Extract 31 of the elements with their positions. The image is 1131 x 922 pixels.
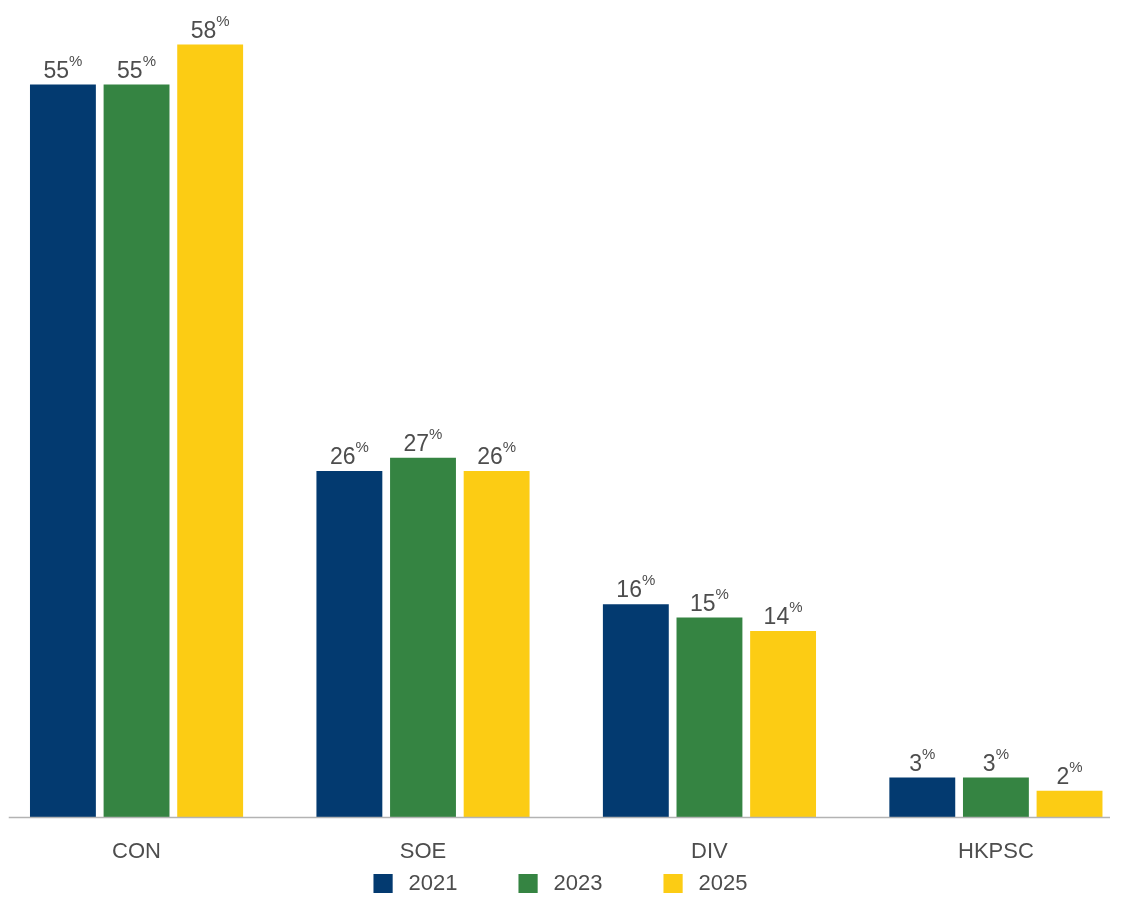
data-label: 14%	[763, 597, 803, 629]
bar	[676, 617, 743, 818]
data-label: 3%	[982, 744, 1009, 776]
bar	[177, 44, 244, 818]
bar	[316, 471, 383, 818]
bar	[29, 84, 96, 818]
data-label: 27%	[403, 424, 443, 456]
data-label: 55%	[117, 51, 156, 83]
legend-label: 2023	[553, 870, 603, 896]
data-label: 58%	[190, 11, 230, 43]
bar	[889, 777, 956, 818]
data-label: 3%	[909, 744, 936, 776]
data-label: 2%	[1056, 757, 1083, 789]
bar	[463, 471, 530, 818]
bar	[962, 777, 1029, 818]
x-tick-label: SOE	[399, 837, 447, 863]
legend-label: 2021	[408, 870, 458, 896]
bar	[750, 630, 817, 818]
data-label: 16%	[616, 571, 656, 603]
x-tick-label: CON	[112, 837, 161, 863]
x-tick-label: HKPSC	[958, 837, 1034, 863]
data-label: 26%	[477, 438, 517, 470]
data-label: 55%	[43, 51, 83, 83]
bar	[1036, 790, 1103, 818]
bar	[103, 84, 170, 818]
data-label: 15%	[689, 584, 729, 616]
bar	[390, 457, 456, 818]
x-tick-label: DIV	[691, 837, 729, 863]
data-label: 26%	[329, 438, 369, 470]
bar	[602, 604, 669, 818]
legend-label: 2025	[698, 870, 748, 896]
